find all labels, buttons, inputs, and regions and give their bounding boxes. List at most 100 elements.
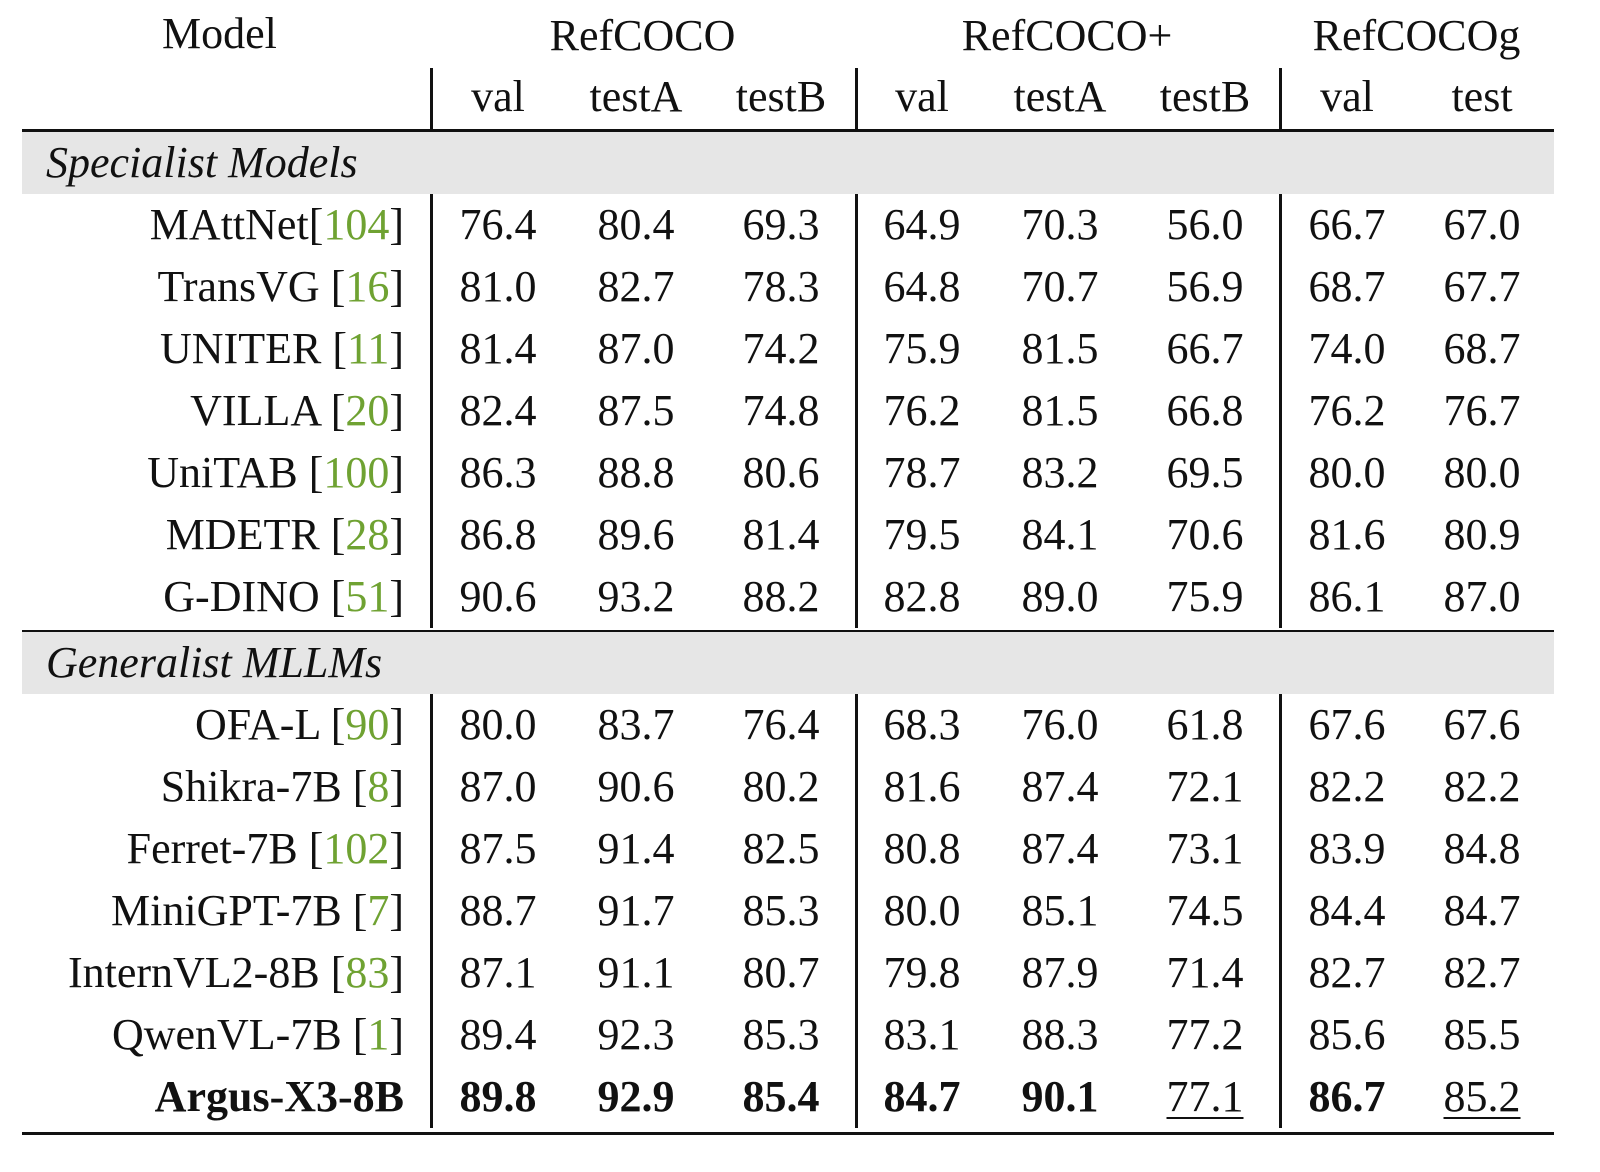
value-cell: 87.0 [1412,566,1552,628]
value-cell: 74.5 [1135,880,1275,942]
citation[interactable]: [83] [330,948,404,997]
value: 75.9 [883,324,961,373]
value-cell: 79.5 [852,504,992,566]
value-cell: 73.1 [1135,818,1275,880]
value: 75.9 [1166,572,1244,621]
value: 86.8 [459,510,537,559]
value: 86.1 [1308,572,1386,621]
value: 73.1 [1166,824,1244,873]
value-cell: 83.1 [852,1004,992,1066]
citation[interactable]: [20] [330,386,404,435]
value-cell: 82.7 [1412,942,1552,1004]
citation[interactable]: [7] [352,886,404,935]
citation[interactable]: [28] [330,510,404,559]
value-cell: 74.0 [1277,318,1417,380]
value: 80.9 [1443,510,1521,559]
value: 87.0 [459,762,537,811]
model-name: QwenVL-7B [1] [22,1004,404,1066]
model-label: MAttNet [149,200,309,249]
value: 85.2 [1443,1072,1521,1121]
value: 88.3 [1021,1010,1099,1059]
value: 83.1 [883,1010,961,1059]
value: 90.6 [459,572,537,621]
citation[interactable]: [102] [308,824,404,873]
value: 82.2 [1443,762,1521,811]
value-cell: 80.2 [711,756,851,818]
value-cell: 78.7 [852,442,992,504]
column-header: testA [589,72,683,121]
value-cell: 76.4 [428,194,568,256]
citation[interactable]: [51] [330,572,404,621]
value: 85.6 [1308,1010,1386,1059]
column-divider [1279,68,1282,130]
value-cell: 71.4 [1135,942,1275,1004]
value-cell: 85.1 [990,880,1130,942]
value-cell: 64.9 [852,194,992,256]
value-cell: 93.2 [566,566,706,628]
value: 84.1 [1021,510,1099,559]
model-label: UNITER [160,324,333,373]
value: 70.7 [1021,262,1099,311]
citation[interactable]: [90] [330,700,404,749]
value-cell: 86.7 [1277,1066,1417,1128]
value: 81.4 [459,324,537,373]
value: 82.4 [459,386,537,435]
value-cell: 61.8 [1135,694,1275,756]
model-header: Model [162,9,277,58]
value: 92.9 [597,1072,675,1121]
results-table: Model RefCOCO RefCOCO+ RefCOCOg val testA test… [22,0,1554,1172]
value: 80.8 [883,824,961,873]
value: 68.3 [883,700,961,749]
value: 81.0 [459,262,537,311]
value-cell: 80.0 [1412,442,1552,504]
value: 80.4 [597,200,675,249]
value-cell: 88.8 [566,442,706,504]
value: 78.7 [883,448,961,497]
value: 68.7 [1308,262,1386,311]
value-cell: 84.7 [852,1066,992,1128]
citation[interactable]: [11] [332,324,404,373]
value: 88.7 [459,886,537,935]
value: 89.8 [459,1072,537,1121]
citation[interactable]: [100] [308,448,404,497]
column-header: val [471,72,525,121]
value-cell: 87.5 [566,380,706,442]
value-cell: 76.2 [852,380,992,442]
model-label: MDETR [165,510,331,559]
group-header: RefCOCO [549,11,736,60]
value: 67.7 [1443,262,1521,311]
value: 68.7 [1443,324,1521,373]
value: 82.7 [1308,948,1386,997]
value: 70.6 [1166,510,1244,559]
value-cell: 78.3 [711,256,851,318]
value-cell: 91.1 [566,942,706,1004]
value-cell: 80.0 [428,694,568,756]
model-label: Argus-X3-8B [154,1072,404,1121]
value-cell: 81.0 [428,256,568,318]
group-header: RefCOCO+ [961,11,1173,60]
model-name: InternVL2-8B [83] [22,942,404,1004]
value: 67.0 [1443,200,1521,249]
citation[interactable]: [104] [308,200,404,249]
citation[interactable]: [1] [352,1010,404,1059]
value: 80.0 [1443,448,1521,497]
citation[interactable]: [8] [352,762,404,811]
value: 80.0 [1308,448,1386,497]
value-cell: 85.3 [711,880,851,942]
group-header: RefCOCOg [1312,11,1521,60]
citation[interactable]: [16] [330,262,404,311]
value-cell: 84.8 [1412,818,1552,880]
value: 83.2 [1021,448,1099,497]
column-divider [1279,694,1282,1128]
value-cell: 89.8 [428,1066,568,1128]
value-cell: 82.8 [852,566,992,628]
section-label: Generalist MLLMs [46,638,383,687]
value-cell: 79.8 [852,942,992,1004]
value-cell: 90.6 [566,756,706,818]
value: 76.7 [1443,386,1521,435]
model-name: VILLA [20] [22,380,404,442]
value: 74.2 [742,324,820,373]
value-cell: 86.3 [428,442,568,504]
model-label: VILLA [190,386,331,435]
value-cell: 68.7 [1277,256,1417,318]
